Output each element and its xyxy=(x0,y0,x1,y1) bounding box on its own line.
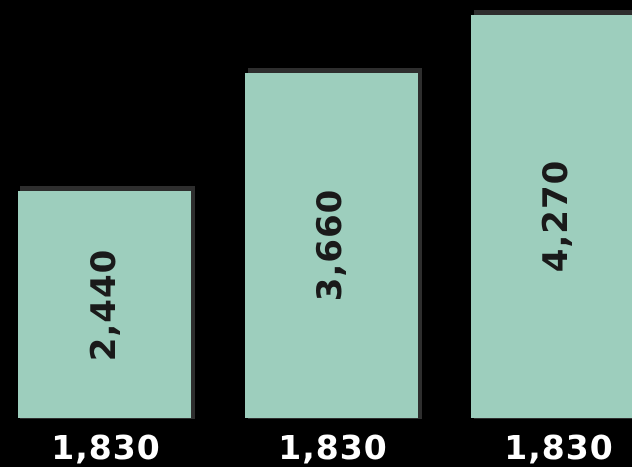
panel-2-width-label: 1,830 xyxy=(278,428,388,467)
panel-1 xyxy=(18,191,191,418)
panel-3-height-label: 4,270 xyxy=(536,159,576,273)
panel-3-width-label: 1,830 xyxy=(504,428,614,467)
panel-2-height-label: 3,660 xyxy=(310,188,350,302)
panel-2 xyxy=(245,73,418,418)
panel-3 xyxy=(471,15,632,418)
panel-1-width-label: 1,830 xyxy=(51,428,161,467)
panel-1-height-label: 2,440 xyxy=(84,248,124,362)
